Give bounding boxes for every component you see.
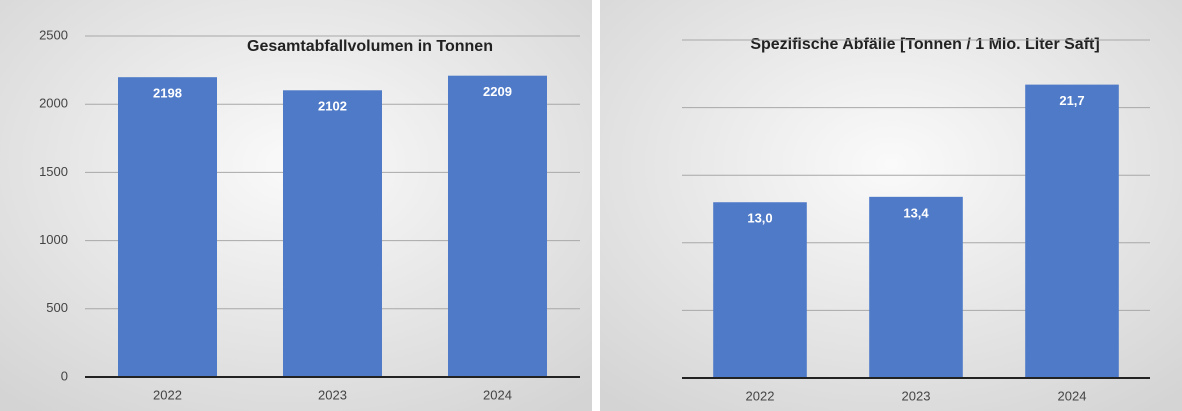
bar bbox=[448, 75, 547, 378]
y-tick-label: 0 bbox=[61, 368, 68, 383]
data-label: 2198 bbox=[153, 86, 182, 101]
x-tick-label: 2022 bbox=[746, 388, 775, 403]
y-tick-label: 500 bbox=[46, 300, 68, 315]
chart-title: Spezifische Abfälle [Tonnen / 1 Mio. Lit… bbox=[750, 36, 1099, 53]
x-tick-label: 2023 bbox=[318, 387, 347, 402]
x-tick-label: 2024 bbox=[1058, 388, 1087, 403]
y-tick-label: 1000 bbox=[39, 232, 68, 247]
y-tick-label: 1500 bbox=[39, 164, 68, 179]
bar bbox=[1025, 84, 1119, 378]
x-tick-label: 2022 bbox=[153, 387, 182, 402]
data-label: 13,0 bbox=[747, 211, 772, 226]
data-label: 21,7 bbox=[1059, 93, 1084, 108]
bar bbox=[283, 90, 382, 377]
data-label: 13,4 bbox=[903, 205, 929, 220]
bar bbox=[713, 202, 807, 378]
chart-title: Gesamtabfallvolumen in Tonnen bbox=[247, 38, 493, 55]
x-tick-label: 2024 bbox=[483, 387, 512, 402]
y-tick-label: 2500 bbox=[39, 27, 68, 42]
bar bbox=[118, 77, 217, 377]
y-tick-label: 2000 bbox=[39, 96, 68, 111]
data-label: 2209 bbox=[483, 84, 512, 99]
x-tick-label: 2023 bbox=[902, 388, 931, 403]
data-label: 2102 bbox=[318, 99, 347, 114]
bar bbox=[869, 196, 963, 378]
